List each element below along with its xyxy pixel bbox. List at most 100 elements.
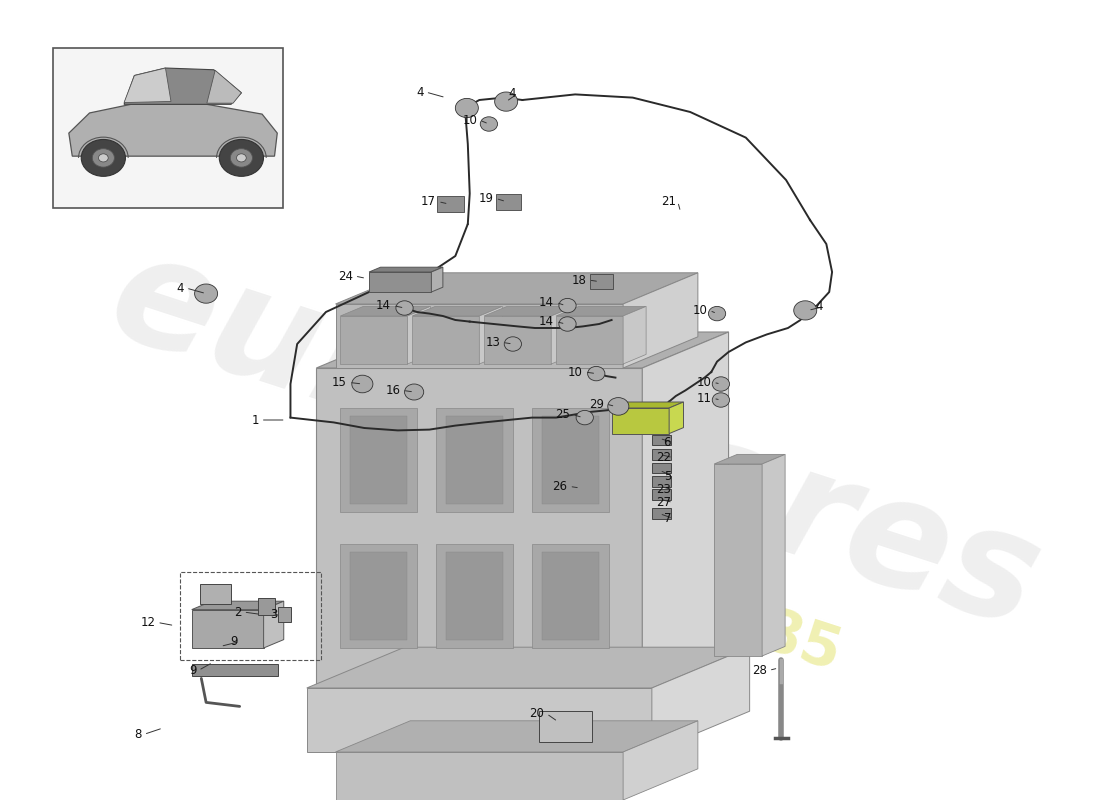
Bar (446, 552, 504, 640)
Text: 7: 7 (663, 512, 671, 525)
Text: 28: 28 (752, 664, 767, 677)
Polygon shape (484, 306, 574, 316)
Polygon shape (480, 306, 503, 364)
Circle shape (405, 384, 424, 400)
Text: 24: 24 (338, 270, 353, 282)
Text: 8: 8 (134, 728, 142, 741)
Text: 23: 23 (657, 483, 671, 496)
Polygon shape (370, 272, 431, 292)
Polygon shape (623, 273, 697, 368)
Text: 4: 4 (177, 282, 184, 294)
Polygon shape (412, 316, 480, 364)
Circle shape (576, 410, 593, 425)
Polygon shape (191, 610, 264, 648)
Text: 13: 13 (485, 336, 501, 349)
Bar (340, 544, 417, 648)
Text: 16: 16 (386, 384, 400, 397)
Text: 18: 18 (572, 274, 586, 286)
Polygon shape (556, 316, 623, 364)
Text: 6: 6 (663, 436, 671, 449)
Bar (200, 584, 231, 605)
Polygon shape (340, 316, 407, 364)
Bar (652, 462, 671, 474)
Polygon shape (407, 306, 430, 364)
Circle shape (713, 377, 729, 391)
Text: 10: 10 (696, 376, 712, 389)
Circle shape (455, 98, 478, 118)
Bar (257, 598, 275, 615)
Polygon shape (669, 402, 683, 434)
Bar (652, 450, 671, 459)
Bar (652, 476, 671, 486)
Polygon shape (762, 454, 785, 656)
Text: 10: 10 (693, 304, 707, 317)
Text: 2: 2 (234, 606, 242, 618)
Polygon shape (612, 402, 683, 408)
Bar (652, 509, 671, 519)
Bar (350, 552, 407, 640)
Bar (278, 607, 292, 622)
Bar (446, 416, 504, 504)
Text: 29: 29 (588, 398, 604, 410)
Circle shape (230, 149, 252, 167)
Bar (53, 48, 283, 208)
Bar (340, 408, 417, 512)
Polygon shape (207, 70, 241, 103)
Text: 10: 10 (568, 366, 583, 378)
Circle shape (81, 139, 125, 176)
Polygon shape (714, 464, 762, 656)
Polygon shape (623, 306, 646, 364)
Polygon shape (336, 273, 697, 304)
Bar (652, 434, 671, 445)
Bar (437, 408, 513, 512)
Circle shape (236, 154, 246, 162)
Text: 3: 3 (271, 608, 278, 621)
Circle shape (219, 139, 264, 176)
Circle shape (559, 317, 576, 331)
Bar (437, 196, 464, 212)
Circle shape (495, 92, 518, 111)
Circle shape (195, 284, 218, 303)
Polygon shape (551, 306, 574, 364)
Bar (191, 664, 278, 677)
Polygon shape (336, 752, 623, 800)
Text: since 1985: since 1985 (494, 518, 848, 682)
Text: 14: 14 (539, 296, 554, 309)
Text: 1: 1 (251, 414, 258, 426)
Polygon shape (317, 368, 642, 688)
Bar (532, 408, 608, 512)
Polygon shape (623, 721, 697, 800)
Circle shape (794, 301, 816, 320)
Text: 21: 21 (661, 195, 675, 208)
Bar (590, 274, 613, 289)
Text: 14: 14 (376, 299, 392, 312)
Text: 11: 11 (696, 392, 712, 405)
Polygon shape (307, 688, 652, 752)
Bar (541, 416, 600, 504)
Bar (350, 416, 407, 504)
Text: 15: 15 (332, 376, 346, 389)
Bar (532, 544, 608, 648)
Bar (437, 544, 513, 648)
Circle shape (587, 366, 605, 381)
Text: 12: 12 (141, 616, 155, 629)
Circle shape (396, 301, 414, 315)
Text: 14: 14 (539, 315, 554, 328)
Circle shape (352, 375, 373, 393)
Bar (496, 194, 520, 210)
Bar (539, 711, 592, 742)
Circle shape (608, 398, 629, 415)
Text: 19: 19 (478, 192, 494, 205)
Polygon shape (317, 332, 728, 368)
Text: 9: 9 (230, 635, 238, 648)
Text: 26: 26 (552, 480, 568, 493)
Polygon shape (307, 647, 749, 688)
Polygon shape (336, 304, 623, 368)
Circle shape (92, 149, 114, 167)
Text: 10: 10 (462, 114, 477, 126)
Text: 9: 9 (189, 664, 197, 677)
Polygon shape (340, 306, 430, 316)
Polygon shape (556, 306, 646, 316)
Polygon shape (431, 267, 443, 292)
Text: 4: 4 (508, 87, 516, 100)
